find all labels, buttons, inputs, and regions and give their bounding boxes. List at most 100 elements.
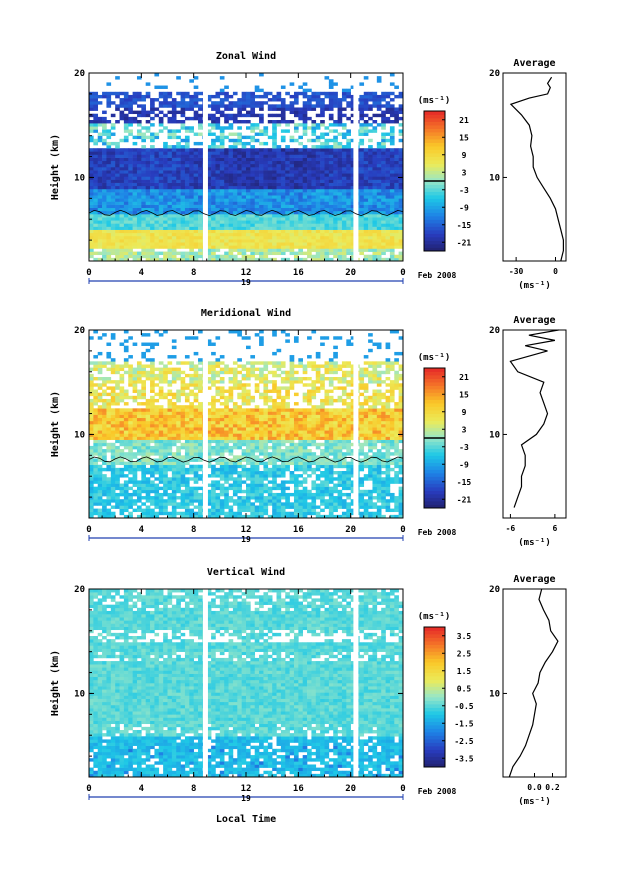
heatmap-cell — [180, 173, 186, 177]
heatmap-cell — [372, 232, 378, 237]
heatmap-cell — [328, 239, 334, 243]
heatmap-cell — [211, 229, 216, 234]
heatmap-cell — [123, 214, 129, 218]
heatmap-cell — [93, 170, 99, 174]
heatmap-cell — [232, 499, 238, 503]
heatmap-cell — [180, 195, 186, 199]
heatmap-cell — [102, 235, 107, 240]
heatmap-cell — [232, 91, 238, 96]
heatmap-cell — [228, 474, 234, 478]
heatmap-cell — [337, 198, 343, 202]
heatmap-cell — [211, 492, 216, 497]
heatmap-cell — [198, 107, 203, 111]
heatmap-cell — [346, 217, 351, 221]
heatmap-cell — [311, 232, 317, 237]
heatmap-cell — [123, 474, 129, 478]
heatmap-cell — [215, 496, 221, 500]
heatmap-cell — [350, 170, 356, 174]
heatmap-cell — [232, 458, 238, 462]
heatmap-cell — [89, 188, 94, 193]
heatmap-cell — [89, 173, 94, 177]
heatmap-cell — [163, 483, 168, 487]
heatmap-cell — [189, 198, 194, 202]
heatmap-cell — [106, 242, 112, 246]
heatmap-cell — [372, 439, 378, 444]
heatmap-cell — [180, 499, 186, 503]
heatmap-cell — [93, 176, 99, 180]
heatmap-cell — [350, 182, 356, 187]
heatmap-cell — [289, 242, 295, 246]
heatmap-cell — [167, 442, 173, 447]
heatmap-cell — [385, 154, 391, 158]
heatmap-cell — [163, 229, 168, 234]
heatmap-cell — [115, 483, 120, 487]
heatmap-cell — [211, 198, 216, 202]
heatmap-cell — [184, 486, 190, 491]
heatmap-cell — [215, 235, 221, 240]
heatmap-cell — [102, 167, 107, 171]
heatmap-cell — [311, 220, 317, 224]
heatmap-cell — [97, 167, 103, 171]
heatmap-cell — [350, 179, 356, 183]
heatmap-cell — [302, 204, 308, 209]
heatmap-cell — [93, 182, 99, 187]
heatmap-cell — [237, 141, 242, 146]
heatmap-cell — [363, 113, 369, 118]
heatmap-cell — [171, 464, 177, 469]
heatmap-cell — [346, 210, 351, 215]
heatmap-cell — [307, 226, 312, 230]
heatmap-cell — [211, 107, 216, 111]
heatmap-cell — [246, 167, 251, 171]
heatmap-cell — [363, 217, 369, 221]
heatmap-cell — [272, 154, 277, 158]
heatmap-cell — [285, 257, 290, 262]
heatmap-cell — [123, 492, 129, 497]
heatmap-cell — [89, 135, 94, 140]
heatmap-cell — [272, 188, 277, 193]
heatmap-cell — [280, 176, 286, 180]
heatmap-cell — [246, 483, 251, 487]
heatmap-cell — [158, 226, 164, 230]
heatmap-cell — [180, 101, 186, 105]
heatmap-cell — [176, 436, 181, 440]
heatmap-cell — [298, 157, 303, 162]
heatmap-cell — [272, 477, 277, 481]
heatmap-cell — [307, 104, 312, 108]
heatmap-cell — [389, 104, 395, 108]
heatmap-cell — [136, 220, 142, 224]
heatmap-cell — [337, 192, 343, 196]
heatmap-cell — [102, 170, 107, 174]
heatmap-cell — [132, 477, 138, 481]
heatmap-cell — [333, 188, 338, 193]
heatmap-cell — [328, 439, 334, 444]
heatmap-cell — [119, 489, 125, 494]
heatmap-cell — [267, 452, 273, 456]
heatmap-cell — [307, 126, 312, 130]
heatmap-cell — [110, 455, 116, 459]
heatmap-cell — [372, 471, 378, 475]
heatmap-cell — [246, 502, 251, 506]
heatmap-cell — [163, 502, 168, 506]
heatmap-cell — [368, 151, 373, 155]
heatmap-cell — [158, 445, 164, 450]
heatmap-cell — [145, 82, 151, 86]
heatmap-cell — [307, 151, 312, 155]
heatmap-cell — [232, 235, 238, 240]
heatmap-cell — [106, 145, 112, 149]
heatmap-cell — [254, 173, 260, 177]
heatmap-cell — [311, 502, 317, 506]
heatmap-cell — [385, 173, 391, 177]
heatmap-cell — [219, 436, 225, 440]
heatmap-cell — [237, 110, 242, 115]
heatmap-cell — [337, 257, 343, 262]
heatmap-cell — [346, 170, 351, 174]
heatmap-cell — [141, 464, 146, 469]
heatmap-cell — [211, 474, 216, 478]
heatmap-cell — [254, 138, 260, 143]
heatmap-cell — [97, 170, 103, 174]
heatmap-cell — [180, 104, 186, 108]
heatmap-cell — [311, 94, 317, 99]
heatmap-cell — [324, 257, 330, 262]
heatmap-cell — [385, 229, 391, 234]
heatmap-cell — [224, 239, 229, 243]
